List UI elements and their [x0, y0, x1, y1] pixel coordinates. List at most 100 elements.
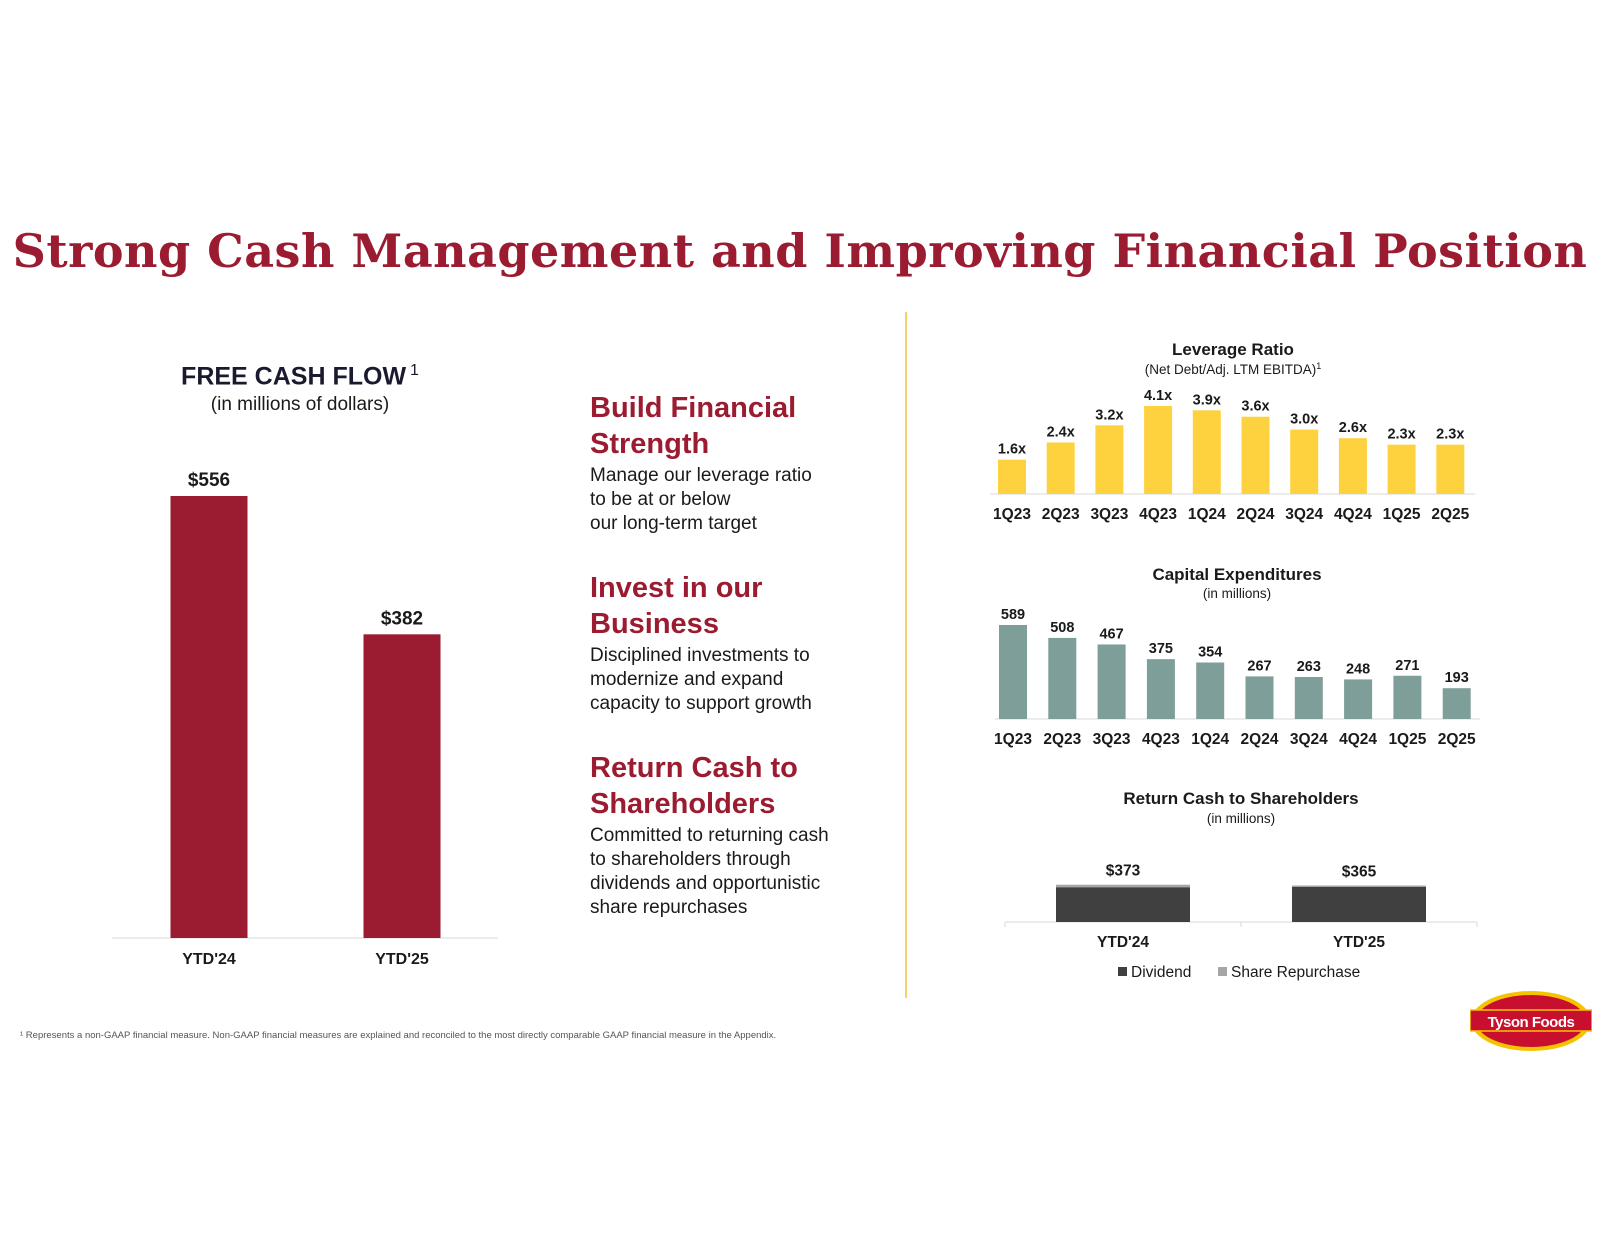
pillar-heading: Build Financial Strength [590, 392, 797, 460]
fcf-title-text: FREE CASH FLOW [181, 362, 407, 391]
capex-bar [1245, 676, 1274, 719]
legend-swatch-repurchase [1218, 967, 1227, 976]
capex-data-label: 354 [1198, 645, 1222, 661]
capex-bar [1344, 679, 1373, 719]
leverage-data-label: 2.6x [1339, 420, 1367, 436]
logo-wordmark: Tyson Foods [1488, 1014, 1575, 1031]
section-divider [905, 312, 907, 998]
fcf-chart-title: FREE CASH FLOW 1 [100, 362, 500, 391]
leverage-bar [1387, 444, 1416, 494]
leverage-bar [1144, 406, 1173, 494]
capex-tick-label: 2Q25 [1438, 731, 1476, 748]
fcf-footnote-mark: 1 [410, 362, 419, 379]
leverage-bar [998, 459, 1026, 494]
fcf-tick-label: YTD'25 [375, 951, 429, 968]
leverage-footnote-mark: 1 [1316, 361, 1321, 371]
returns-chart-title: Return Cash to Shareholders [1123, 789, 1358, 808]
returns-bar-repurchase [1292, 885, 1426, 887]
capex-data-label: 508 [1050, 620, 1074, 636]
leverage-tick-label: 1Q24 [1188, 506, 1226, 523]
returns-chart-subtitle: (in millions) [1207, 811, 1275, 826]
leverage-bar [1241, 416, 1270, 494]
pillar-invest-in-business: Invest in our Business Disciplined inves… [590, 570, 890, 716]
capex-data-label: 263 [1297, 659, 1321, 675]
leverage-data-label: 2.3x [1436, 427, 1464, 443]
returns-bar-dividend [1056, 887, 1190, 922]
capex-data-label: 467 [1099, 626, 1123, 642]
capex-chart-title: Capital Expenditures [1152, 565, 1321, 584]
fcf-tick-label: YTD'24 [182, 951, 236, 968]
capex-tick-label: 3Q24 [1290, 731, 1328, 748]
capex-bar [1196, 662, 1225, 719]
returns-tick-label: YTD'24 [1097, 934, 1149, 951]
fcf-data-label: $382 [381, 608, 423, 629]
leverage-bar [1436, 444, 1465, 494]
leverage-tick-label: 3Q24 [1285, 506, 1323, 523]
page-title: Strong Cash Management and Improving Fin… [12, 224, 1588, 278]
pillar-body: Disciplined investments to modernize and… [590, 645, 812, 714]
leverage-data-label: 4.1x [1144, 388, 1172, 404]
fcf-data-label: $556 [188, 470, 230, 491]
leverage-tick-label: 3Q23 [1090, 506, 1128, 523]
capex-chart-subtitle: (in millions) [1203, 586, 1271, 601]
leverage-chart-title: Leverage Ratio [1172, 340, 1294, 359]
leverage-tick-label: 1Q23 [993, 506, 1031, 523]
leverage-tick-label: 2Q23 [1042, 506, 1080, 523]
leverage-data-label: 3.0x [1290, 412, 1318, 428]
leverage-bar [1046, 442, 1075, 494]
capex-tick-label: 1Q25 [1388, 731, 1426, 748]
returns-bar-repurchase [1056, 884, 1190, 888]
leverage-chart-subtitle: (Net Debt/Adj. LTM EBITDA)1 [1145, 361, 1322, 377]
leverage-data-label: 3.6x [1241, 399, 1269, 415]
leverage-data-label: 2.4x [1047, 424, 1075, 440]
capex-tick-label: 2Q23 [1043, 731, 1081, 748]
capex-data-label: 193 [1445, 670, 1469, 686]
capex-data-label: 271 [1395, 658, 1419, 674]
capex-tick-label: 4Q23 [1142, 731, 1180, 748]
leverage-bar [1290, 429, 1319, 494]
returns-data-label: $365 [1342, 864, 1377, 881]
capex-tick-label: 2Q24 [1241, 731, 1279, 748]
capex-data-label: 589 [1001, 607, 1025, 623]
capex-tick-label: 3Q23 [1093, 731, 1131, 748]
footnote: ¹ Represents a non-GAAP financial measur… [20, 1030, 777, 1041]
legend-label: Share Repurchase [1231, 964, 1360, 981]
leverage-tick-label: 1Q25 [1383, 506, 1421, 523]
tyson-foods-logo: Tyson Foods [1470, 991, 1592, 1051]
pillar-build-financial-strength: Build Financial Strength Manage our leve… [590, 390, 890, 536]
leverage-data-label: 3.9x [1193, 392, 1221, 408]
capex-tick-label: 1Q24 [1191, 731, 1229, 748]
fcf-bar [170, 496, 248, 938]
capex-bar [1294, 677, 1323, 719]
leverage-bar [1338, 438, 1367, 494]
pillar-return-cash: Return Cash to Shareholders Committed to… [590, 750, 890, 920]
pillar-body: Committed to returning cash to sharehold… [590, 825, 829, 918]
capex-bar [999, 625, 1027, 719]
capex-bar [1097, 644, 1126, 719]
capex-bar [1442, 688, 1471, 719]
legend-label: Dividend [1131, 964, 1191, 981]
returns-bar-dividend [1292, 887, 1426, 922]
leverage-bar [1192, 410, 1221, 494]
leverage-tick-label: 4Q24 [1334, 506, 1372, 523]
capex-bar [1393, 675, 1422, 719]
leverage-data-label: 2.3x [1387, 427, 1415, 443]
capex-data-label: 267 [1247, 658, 1271, 674]
capex-data-label: 248 [1346, 661, 1370, 677]
leverage-data-label: 3.2x [1095, 407, 1123, 423]
returns-tick-label: YTD'25 [1333, 934, 1385, 951]
leverage-data-label: 1.6x [998, 442, 1026, 458]
fcf-chart-subtitle: (in millions of dollars) [210, 394, 390, 415]
pillar-heading: Return Cash to Shareholders [590, 752, 798, 820]
logo-banner [1470, 1009, 1592, 1032]
leverage-subtitle-text: (Net Debt/Adj. LTM EBITDA) [1145, 362, 1317, 377]
pillar-body: Manage our leverage ratio to be at or be… [590, 465, 812, 534]
fcf-bar [363, 634, 441, 938]
capex-tick-label: 4Q24 [1339, 731, 1377, 748]
leverage-tick-label: 4Q23 [1139, 506, 1177, 523]
leverage-bar [1095, 425, 1124, 494]
legend-swatch-dividend [1118, 967, 1127, 976]
returns-data-label: $373 [1106, 863, 1141, 880]
leverage-tick-label: 2Q24 [1237, 506, 1275, 523]
capex-bar [1048, 637, 1077, 719]
